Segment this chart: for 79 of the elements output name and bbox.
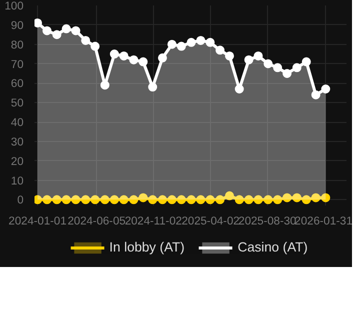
point (234, 195, 244, 204)
point (176, 195, 186, 204)
legend-label: Casino (AT) (238, 240, 308, 254)
point (52, 30, 62, 40)
y-tick-label: 100 (4, 0, 24, 12)
point (216, 195, 225, 204)
point (321, 84, 330, 94)
x-tick-label: 2026-01-31 (294, 216, 353, 228)
point (273, 63, 282, 72)
point (81, 195, 90, 204)
point (90, 42, 100, 51)
point (158, 195, 167, 204)
point (138, 193, 148, 202)
point (302, 57, 311, 66)
point (311, 90, 320, 100)
point (321, 193, 330, 202)
point (196, 36, 206, 45)
legend-label: In lobby (AT) (109, 240, 185, 254)
point (158, 53, 167, 62)
x-tick-label: 2024-11-02 (124, 216, 182, 228)
point (273, 195, 282, 204)
point (186, 38, 196, 47)
x-tick-label: 2025-04-02 (182, 216, 240, 228)
y-tick-label: 20 (10, 156, 24, 168)
point (254, 195, 263, 204)
point (81, 36, 90, 45)
point (34, 18, 42, 28)
point (234, 84, 244, 94)
point (129, 195, 138, 204)
point (148, 82, 158, 92)
y-tick-label: 30 (10, 136, 24, 148)
point (110, 195, 119, 204)
point (206, 195, 215, 204)
point (186, 195, 196, 204)
point (90, 195, 100, 204)
y-tick-label: 10 (10, 175, 24, 188)
y-tick-label: 70 (10, 58, 24, 71)
x-tick-label: 2024-06-05 (68, 216, 126, 228)
y-tick-label: 80 (10, 39, 24, 52)
point (119, 195, 128, 204)
point (138, 57, 148, 66)
x-tick-label: 2024-01-01 (8, 216, 67, 228)
x-tick-label: 2025-08-30 (238, 216, 296, 228)
point (100, 195, 110, 204)
point (216, 46, 225, 55)
point (129, 55, 138, 64)
point (302, 195, 311, 204)
point (52, 195, 62, 204)
point (264, 59, 273, 68)
point (34, 195, 42, 204)
point (196, 195, 206, 204)
point (244, 195, 254, 204)
point (225, 51, 234, 60)
point (42, 195, 52, 204)
point (292, 193, 302, 202)
point (264, 195, 273, 204)
point (119, 51, 128, 60)
point (244, 55, 254, 64)
point (311, 193, 320, 202)
point (148, 195, 158, 204)
point (254, 51, 263, 60)
point (71, 26, 80, 36)
y-tick-label: 50 (10, 98, 24, 110)
point (71, 195, 80, 204)
point (167, 195, 176, 204)
y-tick-label: 40 (10, 117, 24, 130)
point (110, 50, 119, 59)
y-tick-label: 90 (10, 20, 24, 32)
point (282, 193, 292, 202)
point (292, 63, 302, 72)
point (167, 40, 176, 49)
point (206, 38, 215, 47)
point (225, 191, 234, 200)
point (42, 26, 52, 36)
point (176, 42, 186, 51)
y-tick-label: 0 (17, 194, 24, 207)
point (282, 68, 292, 78)
point (100, 80, 110, 90)
y-tick-label: 60 (10, 78, 24, 90)
